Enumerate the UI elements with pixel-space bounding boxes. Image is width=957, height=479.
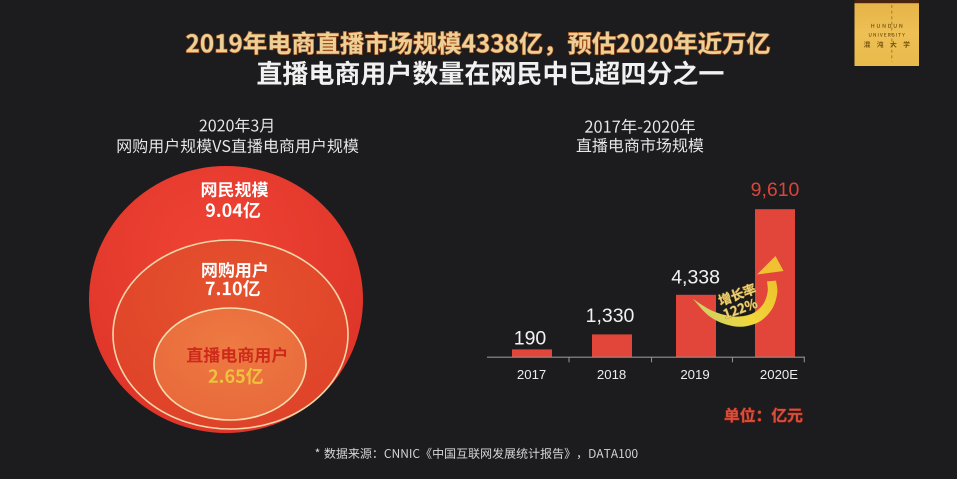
svg-text:1,330: 1,330: [586, 305, 635, 327]
svg-text:2017: 2017: [517, 367, 546, 382]
svg-text:2020E: 2020E: [760, 367, 798, 382]
svg-text:4,338: 4,338: [671, 267, 720, 289]
svg-text:2018: 2018: [597, 367, 626, 382]
svg-text:2019: 2019: [680, 367, 709, 382]
svg-text:190: 190: [514, 327, 547, 349]
svg-text:9,610: 9,610: [751, 179, 800, 201]
